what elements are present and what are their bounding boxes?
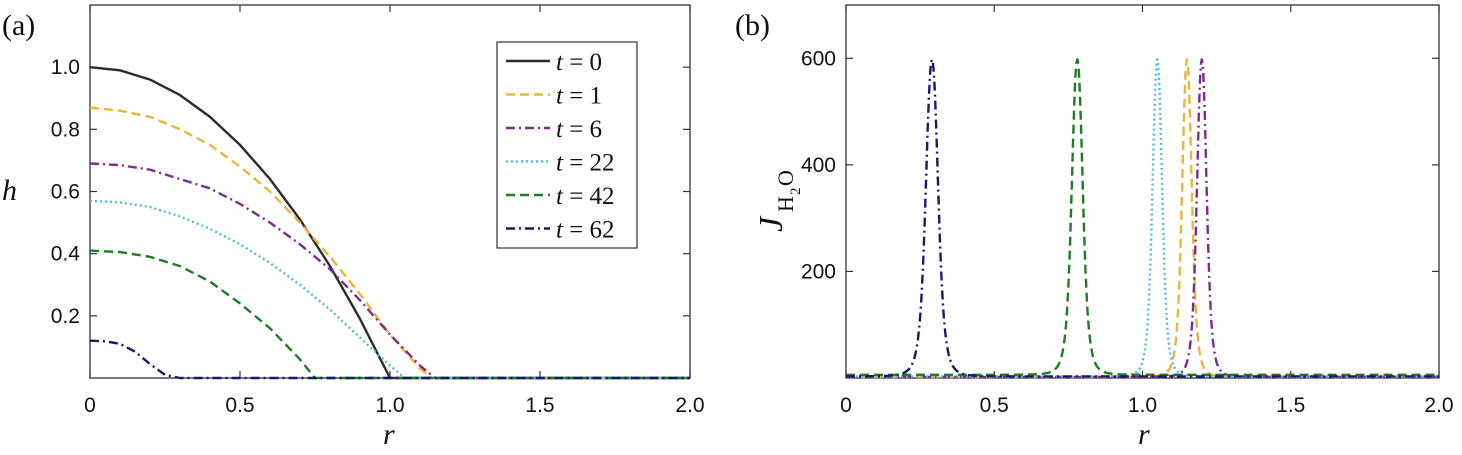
panel-a-ytick-label: 0.2 bbox=[51, 305, 80, 328]
panel-b-ylabel-sub-o: O bbox=[773, 170, 798, 186]
panel-b-xtick-label: 0.5 bbox=[980, 394, 1009, 417]
panel-b-label: (b) bbox=[735, 9, 770, 42]
panel-b-axes: 0 0.5 1.0 1.5 2.0 200 400 600 bbox=[801, 5, 1454, 417]
panel-a: (a) 0 0.5 1.0 1.5 2.0 0.2 0.4 0.6 0.8 1.0 h r t =… bbox=[2, 4, 705, 451]
panel-b-xtick-label: 1.5 bbox=[1276, 394, 1305, 417]
legend-label-t0: t = 0 bbox=[556, 49, 602, 76]
panel-b-xtick-label: 2.0 bbox=[1424, 394, 1453, 417]
panel-b: (b) 0 0.5 1.0 1.5 2.0 200 400 600 r J H 2 O bbox=[735, 4, 1454, 451]
series-line-t42 bbox=[89, 249, 690, 380]
series-line-t1 bbox=[89, 106, 690, 380]
panel-b-frame bbox=[845, 4, 1440, 379]
legend-label-t62: t = 62 bbox=[556, 217, 615, 244]
legend-label-t22: t = 22 bbox=[556, 150, 615, 177]
peak-line-t42 bbox=[845, 58, 1440, 376]
panel-a-xtick-label: 1.5 bbox=[525, 394, 554, 417]
series-line-t62 bbox=[89, 339, 690, 380]
panel-a-xtick-label: 2.0 bbox=[675, 394, 704, 417]
peak-line-t6 bbox=[845, 58, 1440, 379]
panel-a-xtick-label: 0.5 bbox=[225, 394, 254, 417]
panel-a-ytick-label: 0.6 bbox=[51, 181, 80, 204]
panel-b-ylabel-sub-h: H bbox=[773, 196, 798, 212]
panel-b-ytick-label: 200 bbox=[801, 260, 836, 283]
panel-b-xtick-label: 1.0 bbox=[1128, 394, 1157, 417]
panel-b-ytick-label: 600 bbox=[801, 47, 836, 70]
legend-box bbox=[496, 41, 638, 249]
legend-label-t1: t = 1 bbox=[556, 83, 602, 110]
panel-a-label: (a) bbox=[2, 9, 35, 42]
panel-a-ytick-label: 1.0 bbox=[51, 56, 80, 79]
panel-b-series bbox=[845, 58, 1440, 379]
series-line-t6 bbox=[89, 162, 690, 380]
panel-b-xtick-label: 0 bbox=[840, 394, 852, 417]
series-line-t0 bbox=[89, 66, 690, 380]
panel-a-series bbox=[89, 66, 690, 380]
panel-a-ytick-label: 0.4 bbox=[51, 243, 81, 266]
peak-line-t62 bbox=[845, 58, 1440, 378]
panel-b-xlabel: r bbox=[1138, 418, 1150, 451]
panel-a-xlabel: r bbox=[383, 418, 395, 451]
series-line-t22 bbox=[89, 199, 690, 380]
panel-b-ytick-label: 400 bbox=[801, 154, 836, 177]
panel-a-xtick-label: 1.0 bbox=[375, 394, 404, 417]
legend-label-t6: t = 6 bbox=[556, 116, 602, 143]
legend: t = 0 t = 1 t = 6 t = 22 t = 42 t = 62 bbox=[496, 41, 638, 249]
panel-b-ylabel-sub-2: 2 bbox=[788, 188, 804, 196]
panel-a-ytick-label: 0.8 bbox=[51, 118, 80, 141]
panel-a-axes: 0 0.5 1.0 1.5 2.0 0.2 0.4 0.6 0.8 1.0 bbox=[51, 5, 705, 417]
panel-b-ylabel: J H 2 O bbox=[753, 170, 804, 232]
panel-a-xtick-label: 0 bbox=[84, 394, 96, 417]
panel-b-ylabel-j: J bbox=[753, 215, 790, 232]
legend-label-t42: t = 42 bbox=[556, 183, 615, 210]
panel-a-ylabel: h bbox=[2, 174, 17, 207]
